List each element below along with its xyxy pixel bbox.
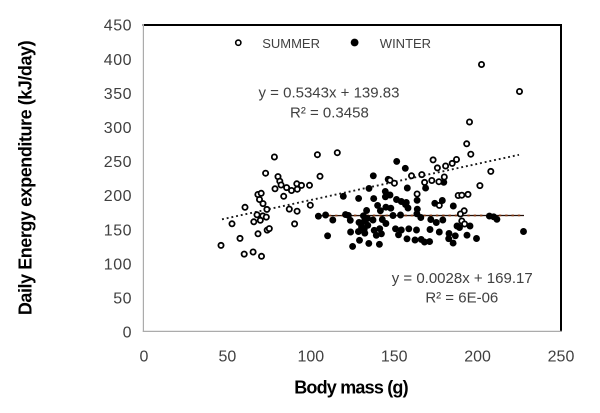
- svg-text:R² = 0.3458: R² = 0.3458: [290, 104, 369, 121]
- svg-text:250: 250: [104, 154, 132, 171]
- svg-text:150: 150: [104, 222, 132, 239]
- svg-text:450: 450: [104, 18, 132, 35]
- svg-text:300: 300: [104, 120, 132, 137]
- svg-text:y = 0.0028x + 169.17: y = 0.0028x + 169.17: [392, 270, 533, 287]
- svg-text:50: 50: [113, 291, 132, 308]
- svg-text:200: 200: [104, 188, 132, 205]
- svg-text:350: 350: [104, 86, 132, 103]
- svg-text:100: 100: [297, 348, 324, 365]
- svg-text:WINTER: WINTER: [380, 36, 431, 51]
- svg-text:100: 100: [104, 256, 132, 273]
- svg-text:400: 400: [104, 52, 132, 69]
- svg-text:SUMMER: SUMMER: [262, 36, 320, 51]
- svg-text:250: 250: [548, 348, 575, 365]
- svg-text:0: 0: [140, 348, 149, 365]
- svg-text:Daily Energy expenditure (kJ/d: Daily Energy expenditure (kJ/day): [16, 40, 36, 315]
- svg-text:50: 50: [219, 348, 237, 365]
- svg-text:150: 150: [381, 348, 408, 365]
- svg-text:y = 0.5343x + 139.83: y = 0.5343x + 139.83: [259, 84, 400, 101]
- svg-text:200: 200: [464, 348, 491, 365]
- svg-text:R² = 6E-06: R² = 6E-06: [425, 289, 498, 306]
- svg-text:0: 0: [123, 325, 132, 342]
- svg-text:Body mass (g): Body mass (g): [294, 378, 408, 398]
